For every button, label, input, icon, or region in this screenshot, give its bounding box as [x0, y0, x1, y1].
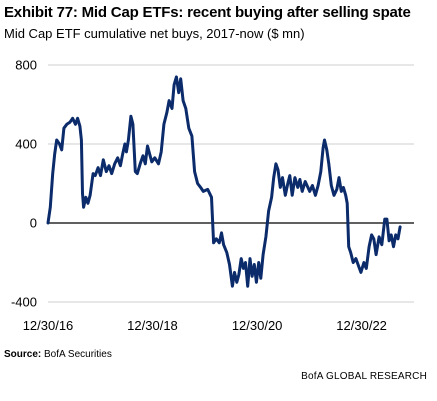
x-tick-label: 12/30/22 — [336, 318, 387, 333]
x-tick-label: 12/30/20 — [232, 318, 283, 333]
x-axis-ticks: 12/30/16 12/30/18 12/30/20 12/30/22 — [23, 318, 387, 333]
footer-brand: BofA GLOBAL RESEARCH — [301, 371, 427, 382]
x-tick-label: 12/30/16 — [23, 318, 74, 333]
source-note: Source: BofA Securities — [4, 349, 112, 360]
x-tick-label: 12/30/18 — [127, 318, 178, 333]
y-axis-ticks: -400 0 400 800 — [11, 58, 37, 310]
y-tick-label: 800 — [15, 58, 37, 73]
series-group — [46, 75, 402, 288]
series-line — [46, 75, 402, 288]
gridlines — [48, 64, 414, 303]
source-label: Source: — [4, 349, 42, 360]
y-tick-label: 0 — [30, 216, 37, 231]
y-tick-label: 400 — [15, 137, 37, 152]
chart-title: Exhibit 77: Mid Cap ETFs: recent buying … — [4, 4, 411, 21]
source-text: BofA Securities — [44, 349, 112, 360]
y-tick-label: -400 — [11, 295, 37, 310]
chart-subtitle: Mid Cap ETF cumulative net buys, 2017-no… — [4, 26, 305, 41]
